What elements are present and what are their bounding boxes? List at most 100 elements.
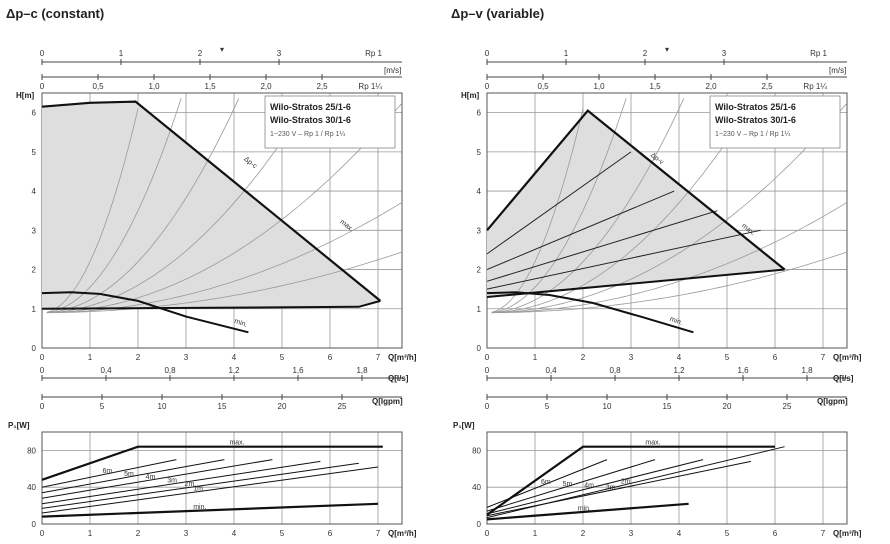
x-tick-label: 3: [629, 529, 634, 538]
chart-title: Δp–v (variable): [451, 6, 545, 21]
y-tick-label: 80: [472, 446, 481, 455]
system-curve: [491, 251, 848, 314]
power-series-line: [486, 446, 785, 519]
x-tick-label: 2: [581, 353, 586, 362]
y-tick-label: 4: [477, 187, 482, 196]
system-curve: [46, 108, 139, 313]
info-box: [709, 95, 841, 149]
x-tick-label: 4: [677, 353, 682, 362]
y-axis-label: P₁[W]: [453, 421, 475, 430]
power-series-label: 1m: [193, 485, 203, 492]
x-tick-label: 2: [136, 529, 141, 538]
x-axis-label: Q[m³/h]: [388, 529, 417, 538]
x-tick-label: 1: [533, 353, 538, 362]
x-tick-label: 0: [40, 353, 45, 362]
velocity-unit-label: [m/s]: [384, 66, 401, 75]
velocity-marker: ▾: [665, 45, 669, 54]
power-series-label: 2m: [621, 479, 631, 486]
head-plot-frame: [486, 92, 848, 349]
flow-unit-label: Q[Igpm]: [372, 397, 403, 406]
x-tick-label: 0: [485, 529, 490, 538]
y-axis-label: H[m]: [16, 91, 35, 100]
power-series-line: [486, 459, 608, 508]
system-curve: [491, 108, 584, 313]
y-tick-label: 0: [32, 520, 37, 529]
flow-tick-label: 0: [40, 366, 45, 375]
flow-tick-label: 15: [218, 402, 227, 411]
system-curve: [491, 102, 848, 314]
y-axis-label: P₁[W]: [8, 421, 30, 430]
x-tick-label: 7: [821, 529, 826, 538]
flow-tick-label: 0: [485, 366, 490, 375]
power-series-line: [41, 459, 225, 494]
velocity-tick-label: 2,5: [316, 82, 328, 91]
y-tick-label: 1: [32, 305, 37, 314]
power-series-label: 5m: [124, 471, 134, 478]
power-series-label: 6m: [541, 479, 551, 486]
velocity-tick-label: 0: [485, 49, 490, 58]
power-plot-frame: [486, 431, 848, 525]
velocity-marker: ▾: [220, 45, 224, 54]
flow-tick-label: 5: [545, 402, 550, 411]
y-tick-label: 3: [32, 226, 37, 235]
flow-unit-label: Q[l/s]: [833, 374, 854, 383]
x-tick-label: 7: [376, 529, 381, 538]
x-tick-label: 1: [88, 353, 93, 362]
velocity-tick-label: 0: [40, 49, 45, 58]
power-series-line: [41, 460, 321, 505]
velocity-tick-label: 3: [722, 49, 727, 58]
y-tick-label: 0: [477, 520, 482, 529]
flow-tick-label: 25: [783, 402, 792, 411]
power-series-line: [41, 459, 273, 499]
velocity-tick-label: 1,0: [148, 82, 160, 91]
y-axis-label: H[m]: [461, 91, 480, 100]
chart-svg-constant: 0 1 2 3 0 0,5 1,0 1,5 2,0 2,5 Rp 1 Rp 1¼[m/s] ▾ 0 1 2 3 4…: [8, 45, 417, 538]
system-curve: [491, 202, 848, 314]
velocity-rp114-label: Rp 1¼: [803, 82, 827, 91]
power-series-label: 6m: [102, 468, 112, 475]
head-curve-label: max.: [338, 219, 354, 234]
x-tick-label: 0: [485, 353, 490, 362]
pressure-setting-line: [486, 210, 718, 282]
velocity-tick-label: 1,5: [204, 82, 216, 91]
velocity-tick-label: 2,0: [260, 82, 272, 91]
flow-tick-label: 1,2: [228, 366, 240, 375]
flow-tick-label: 20: [723, 402, 732, 411]
info-box-line: 1~230 V – Rp 1 / Rp 1¼: [270, 131, 345, 138]
head-series-line: [486, 109, 786, 271]
power-series-label: min.: [578, 505, 591, 512]
velocity-unit-label: [m/s]: [829, 66, 846, 75]
power-series-label: 4m: [584, 482, 594, 489]
power-plot-frame: [41, 431, 403, 525]
y-tick-label: 40: [472, 483, 481, 492]
x-tick-label: 4: [232, 529, 237, 538]
flow-tick-label: 0,8: [164, 366, 176, 375]
flow-tick-label: 10: [158, 402, 167, 411]
flow-tick-label: 1,8: [801, 366, 813, 375]
power-series-line: [41, 445, 383, 481]
velocity-tick-label: 2: [198, 49, 203, 58]
pressure-setting-line: [486, 190, 675, 270]
power-series-line: [41, 459, 177, 488]
operating-area-shading: [487, 110, 785, 298]
x-tick-label: 5: [280, 529, 285, 538]
power-series-label: 4m: [146, 474, 156, 481]
system-curve: [491, 98, 627, 313]
velocity-rp1-label: Rp 1: [810, 49, 827, 58]
info-box: [264, 95, 396, 149]
x-tick-label: 5: [725, 353, 730, 362]
velocity-tick-label: 0,5: [92, 82, 104, 91]
flow-unit-label: Q[Igpm]: [817, 397, 848, 406]
y-tick-label: 6: [477, 109, 482, 118]
velocity-rp114-label: Rp 1¼: [358, 82, 382, 91]
info-box-line: Wilo-Stratos 30/1-6: [715, 115, 796, 125]
chart-title: Δp–c (constant): [6, 6, 105, 21]
flow-tick-label: 10: [603, 402, 612, 411]
flow-tick-label: 1,6: [292, 366, 304, 375]
velocity-rp1-label: Rp 1: [365, 49, 382, 58]
velocity-tick-label: 1,0: [593, 82, 605, 91]
head-series-line: [41, 100, 382, 302]
y-tick-label: 0: [477, 344, 482, 353]
velocity-tick-label: 2,5: [761, 82, 773, 91]
x-tick-label: 6: [773, 353, 778, 362]
